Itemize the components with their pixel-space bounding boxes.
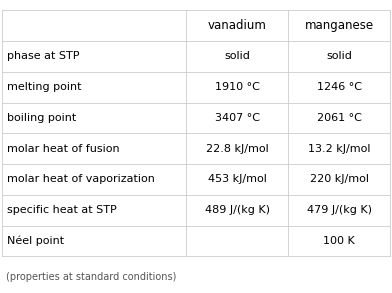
Text: 479 J/(kg K): 479 J/(kg K) [307,205,372,215]
Text: phase at STP: phase at STP [7,51,79,62]
Text: molar heat of vaporization: molar heat of vaporization [7,174,154,185]
Text: 453 kJ/mol: 453 kJ/mol [208,174,267,185]
Text: 22.8 kJ/mol: 22.8 kJ/mol [206,144,269,154]
Text: 13.2 kJ/mol: 13.2 kJ/mol [308,144,370,154]
Text: 2061 °C: 2061 °C [317,113,361,123]
Text: vanadium: vanadium [208,19,267,32]
Text: molar heat of fusion: molar heat of fusion [7,144,119,154]
Text: 100 K: 100 K [323,236,355,246]
Text: 1910 °C: 1910 °C [215,82,260,92]
Text: boiling point: boiling point [7,113,76,123]
Text: 220 kJ/mol: 220 kJ/mol [310,174,368,185]
Text: specific heat at STP: specific heat at STP [7,205,116,215]
Text: melting point: melting point [7,82,81,92]
Text: solid: solid [224,51,250,62]
Text: manganese: manganese [305,19,374,32]
Text: (properties at standard conditions): (properties at standard conditions) [6,272,176,282]
Text: 489 J/(kg K): 489 J/(kg K) [205,205,270,215]
Text: 1246 °C: 1246 °C [316,82,361,92]
Text: 3407 °C: 3407 °C [215,113,260,123]
Text: solid: solid [326,51,352,62]
Text: Néel point: Néel point [7,236,64,246]
